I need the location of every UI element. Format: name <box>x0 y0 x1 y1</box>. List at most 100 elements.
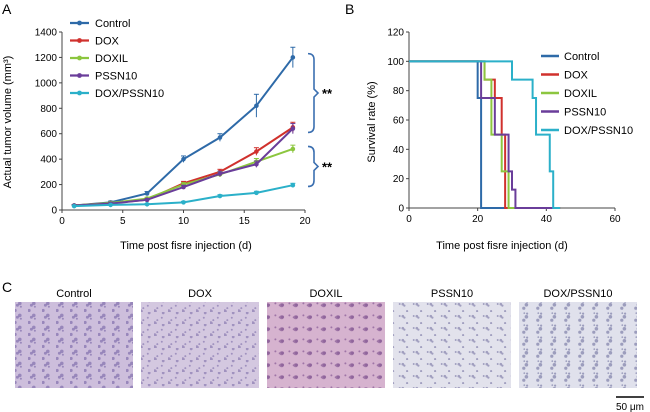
legend-label: DOX/PSSN10 <box>95 88 164 100</box>
panel-b-ytick-label: 100 <box>387 57 404 68</box>
survival-curve-pssn10 <box>409 60 561 209</box>
data-point <box>108 202 113 208</box>
histology-image <box>15 302 133 388</box>
panel-letter-a: A <box>2 1 12 17</box>
panel-a-xtick-label: 15 <box>239 216 251 227</box>
legend-marker <box>77 55 82 61</box>
data-point <box>181 156 186 162</box>
data-point <box>181 200 186 205</box>
legend-label: DOX/PSSN10 <box>564 125 633 137</box>
panel-a-legend: Control DOX DOXIL PSSN10 DOX/PSSN10 <box>70 18 164 100</box>
panel-b-legend: Control DOX DOXIL PSSN10 DOX/PSSN10 <box>541 51 633 137</box>
panel-b-ylabel: Survival rate (%) <box>366 81 378 162</box>
significance-bracket-1: ** <box>307 52 333 134</box>
histology-label: DOXIL <box>309 288 342 300</box>
panel-b-ytick-label: 60 <box>393 116 405 127</box>
series-doxil <box>71 144 296 208</box>
legend-marker <box>77 73 82 78</box>
bracket-line <box>307 52 320 134</box>
histology-dox-pssn10: DOX/PSSN10 <box>519 288 637 388</box>
series-line <box>74 126 294 207</box>
data-point <box>254 149 259 154</box>
significance-stars: ** <box>322 159 333 174</box>
legend-label: PSSN10 <box>95 71 137 83</box>
histology-image <box>141 302 259 388</box>
panel-a-xtick-label: 5 <box>120 216 126 227</box>
series-line <box>74 127 294 207</box>
data-point <box>144 201 150 207</box>
histology-label: DOX <box>188 288 213 300</box>
panel-a-ytick-label: 600 <box>40 129 57 140</box>
histology-label: Control <box>56 288 91 300</box>
legend-item-dox: DOX <box>541 70 589 82</box>
panel-a-ytick-label: 1200 <box>35 53 58 64</box>
data-point <box>144 191 150 196</box>
panel-b-ytick-label: 40 <box>393 145 405 156</box>
histology-image <box>519 302 637 388</box>
series-dox-pssn10 <box>71 182 296 209</box>
panel-a-ytick-label: 400 <box>40 155 57 166</box>
histology-doxil: DOXIL <box>267 288 385 388</box>
panel-b-xtick-label: 20 <box>472 214 484 225</box>
panel-a-ytick-label: 1400 <box>35 28 58 39</box>
legend-item-pssn10: PSSN10 <box>70 71 137 83</box>
data-point <box>254 190 259 196</box>
legend-label: DOX <box>564 70 589 82</box>
panel-a-ytick-label: 200 <box>40 180 57 191</box>
data-point <box>290 146 296 152</box>
panel-a-xlabel: Time post fisre injection (d) <box>120 240 252 252</box>
legend-label: Control <box>95 18 130 30</box>
data-point <box>254 103 259 109</box>
panel-b-xtick-label: 60 <box>609 214 621 225</box>
panel-letter-c: C <box>2 279 12 295</box>
data-point <box>217 193 223 199</box>
legend-marker <box>77 38 82 43</box>
legend-label: Control <box>564 51 599 63</box>
significance-bracket-2: ** <box>307 145 333 188</box>
legend-item-control: Control <box>70 18 130 30</box>
panel-b-axes: 0 20 40 60 80 100 120 0 20 40 60 <box>387 28 621 226</box>
legend-marker <box>77 20 82 26</box>
panel-a-xtick-label: 0 <box>59 216 65 227</box>
panel-a-ytick-label: 800 <box>40 104 57 115</box>
data-point <box>181 184 186 190</box>
panel-b-series <box>409 60 561 209</box>
histology-image <box>267 302 385 388</box>
panel-b-ytick-label: 0 <box>398 204 404 215</box>
survival-curve-dox-pssn10 <box>409 60 561 209</box>
legend-label: DOXIL <box>95 53 128 65</box>
panel-b-xtick-label: 0 <box>406 214 412 225</box>
bracket-line <box>307 145 320 188</box>
data-point <box>254 161 259 167</box>
legend-item-dox-pssn10: DOX/PSSN10 <box>541 125 633 137</box>
legend-marker <box>77 90 82 96</box>
panel-a: A 0 200 400 600 800 1000 1200 1400 0 5 10 15 20 Cont… <box>2 1 333 252</box>
histology-image <box>393 302 511 388</box>
histology-row: Control DOX DOXIL PSSN10 DOX/PSSN10 <box>15 288 637 388</box>
panel-a-ytick-label: 1000 <box>35 78 58 89</box>
legend-item-doxil: DOXIL <box>70 53 128 65</box>
panel-b: B 0 20 40 60 80 100 120 0 20 40 60 Control DOX DOXIL… <box>345 1 633 252</box>
panel-letter-b: B <box>345 1 354 17</box>
legend-item-control: Control <box>541 51 599 63</box>
legend-label: DOX <box>95 36 120 48</box>
legend-label: DOXIL <box>564 88 597 100</box>
panel-c: C Control DOX DOXIL PSSN10 DOX/PSSN10 50 μm <box>2 279 644 412</box>
histology-pssn10: PSSN10 <box>393 288 511 388</box>
data-point <box>290 126 296 131</box>
histology-control: Control <box>15 288 133 388</box>
legend-item-dox-pssn10: DOX/PSSN10 <box>70 88 164 100</box>
panel-b-ytick-label: 80 <box>393 86 405 97</box>
panel-b-xtick-label: 40 <box>541 214 553 225</box>
series-dox <box>71 121 296 208</box>
panel-b-xlabel: Time post fisre injection (d) <box>436 240 568 252</box>
panel-a-series <box>71 46 296 209</box>
series-pssn10 <box>71 123 296 208</box>
data-point <box>217 135 223 140</box>
data-point <box>144 197 150 203</box>
histology-label: PSSN10 <box>431 288 473 300</box>
histology-dox: DOX <box>141 288 259 388</box>
panel-a-ylabel: Actual tumor volume (mm³) <box>2 56 14 189</box>
legend-item-doxil: DOXIL <box>541 88 597 100</box>
